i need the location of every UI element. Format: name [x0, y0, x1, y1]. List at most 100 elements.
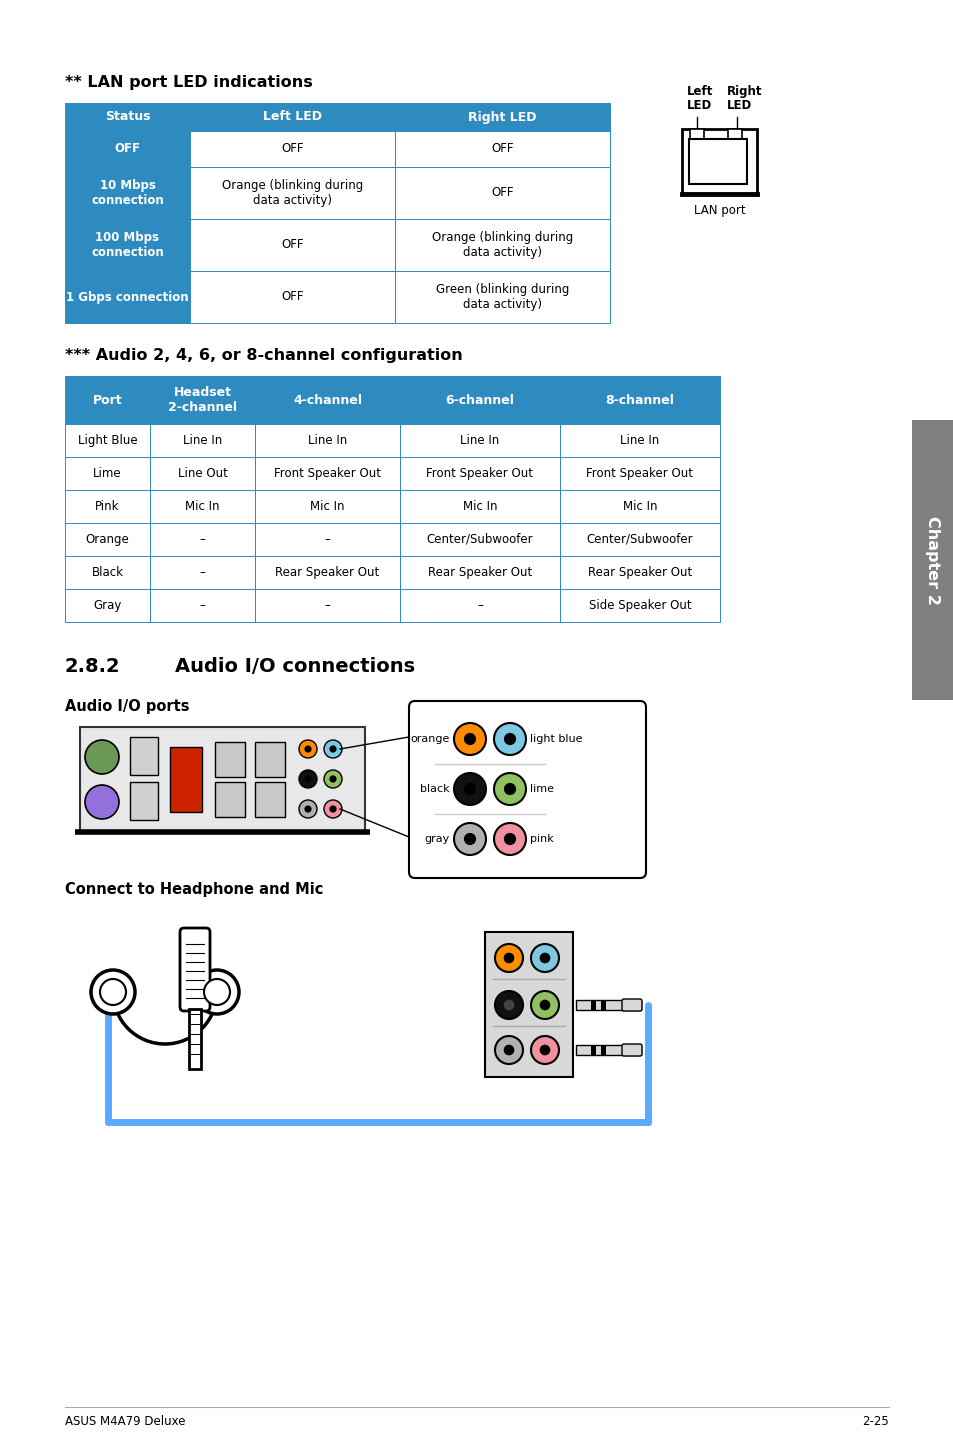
Text: gray: gray: [424, 834, 450, 844]
Circle shape: [494, 774, 525, 805]
Bar: [150, 490, 254, 523]
Bar: [395, 131, 609, 167]
Text: Left LED: Left LED: [263, 111, 322, 124]
Text: Audio I/O connections: Audio I/O connections: [174, 657, 415, 676]
Circle shape: [91, 971, 135, 1014]
Bar: [65, 219, 190, 270]
Bar: [130, 782, 158, 820]
Circle shape: [463, 733, 476, 745]
Circle shape: [298, 800, 316, 818]
Bar: [395, 219, 609, 270]
Circle shape: [204, 979, 230, 1005]
Text: Mic In: Mic In: [185, 500, 219, 513]
Text: Front Speaker Out: Front Speaker Out: [586, 467, 693, 480]
Circle shape: [503, 733, 516, 745]
Bar: [559, 590, 720, 623]
Bar: [689, 129, 703, 139]
Bar: [254, 523, 399, 557]
Circle shape: [531, 991, 558, 1020]
Bar: [399, 457, 559, 490]
Text: OFF: OFF: [281, 290, 303, 303]
Bar: [559, 457, 720, 490]
Text: –: –: [199, 567, 205, 580]
Text: pink: pink: [530, 834, 553, 844]
Bar: [254, 742, 285, 777]
Text: Mic In: Mic In: [462, 500, 497, 513]
Circle shape: [539, 953, 550, 963]
Text: 8-channel: 8-channel: [605, 394, 674, 407]
Bar: [399, 375, 559, 424]
Text: LED: LED: [726, 99, 752, 112]
Text: LED: LED: [686, 99, 712, 112]
Bar: [170, 746, 202, 812]
Text: Orange (blinking during
data activity): Orange (blinking during data activity): [222, 178, 363, 207]
Text: Headset
2-channel: Headset 2-channel: [168, 385, 236, 414]
Text: Lime: Lime: [93, 467, 122, 480]
Bar: [150, 457, 254, 490]
Bar: [600, 999, 605, 1009]
Text: 2.8.2: 2.8.2: [65, 657, 120, 676]
Circle shape: [304, 745, 312, 752]
Text: 6-channel: 6-channel: [445, 394, 514, 407]
Text: Line In: Line In: [183, 434, 222, 447]
Bar: [559, 557, 720, 590]
Bar: [150, 523, 254, 557]
Text: ASUS M4A79 Deluxe: ASUS M4A79 Deluxe: [65, 1415, 185, 1428]
Text: –: –: [324, 533, 330, 546]
Text: Mic In: Mic In: [622, 500, 657, 513]
Bar: [395, 167, 609, 219]
Bar: [130, 738, 158, 775]
Bar: [559, 424, 720, 457]
Circle shape: [503, 953, 514, 963]
Text: Gray: Gray: [93, 600, 122, 613]
Bar: [559, 375, 720, 424]
Circle shape: [329, 805, 336, 812]
Text: Chapter 2: Chapter 2: [924, 516, 940, 604]
Text: 10 Mbps
connection: 10 Mbps connection: [91, 178, 164, 207]
Circle shape: [100, 979, 126, 1005]
Text: Audio I/O ports: Audio I/O ports: [65, 699, 190, 715]
Circle shape: [503, 1044, 514, 1055]
Bar: [559, 523, 720, 557]
Circle shape: [85, 785, 119, 820]
Text: Black: Black: [91, 567, 123, 580]
Bar: [190, 270, 395, 324]
Bar: [190, 167, 395, 219]
Circle shape: [194, 971, 239, 1014]
Text: OFF: OFF: [114, 142, 140, 155]
Text: Line In: Line In: [460, 434, 499, 447]
Bar: [65, 557, 150, 590]
Text: Left: Left: [686, 85, 713, 98]
Bar: [254, 590, 399, 623]
Text: Status: Status: [105, 111, 150, 124]
Text: light blue: light blue: [530, 733, 582, 743]
Bar: [65, 270, 190, 324]
Circle shape: [304, 775, 312, 782]
Text: lime: lime: [530, 784, 554, 794]
Circle shape: [454, 823, 485, 856]
Text: Rear Speaker Out: Rear Speaker Out: [587, 567, 691, 580]
Bar: [399, 490, 559, 523]
Bar: [576, 1045, 640, 1055]
Text: *** Audio 2, 4, 6, or 8-channel configuration: *** Audio 2, 4, 6, or 8-channel configur…: [65, 348, 462, 362]
Circle shape: [503, 833, 516, 846]
Bar: [254, 490, 399, 523]
Circle shape: [304, 805, 312, 812]
Text: Right LED: Right LED: [468, 111, 537, 124]
Bar: [65, 424, 150, 457]
Bar: [590, 1045, 596, 1055]
Bar: [681, 129, 757, 194]
Text: Port: Port: [92, 394, 122, 407]
Circle shape: [298, 769, 316, 788]
FancyBboxPatch shape: [621, 999, 641, 1011]
Bar: [254, 557, 399, 590]
Bar: [65, 104, 190, 131]
Bar: [600, 1045, 605, 1055]
Text: Center/Subwoofer: Center/Subwoofer: [426, 533, 533, 546]
Text: Connect to Headphone and Mic: Connect to Headphone and Mic: [65, 881, 323, 897]
Circle shape: [494, 723, 525, 755]
Circle shape: [324, 741, 341, 758]
Bar: [214, 782, 245, 817]
Circle shape: [329, 745, 336, 752]
Text: 100 Mbps
connection: 100 Mbps connection: [91, 232, 164, 259]
